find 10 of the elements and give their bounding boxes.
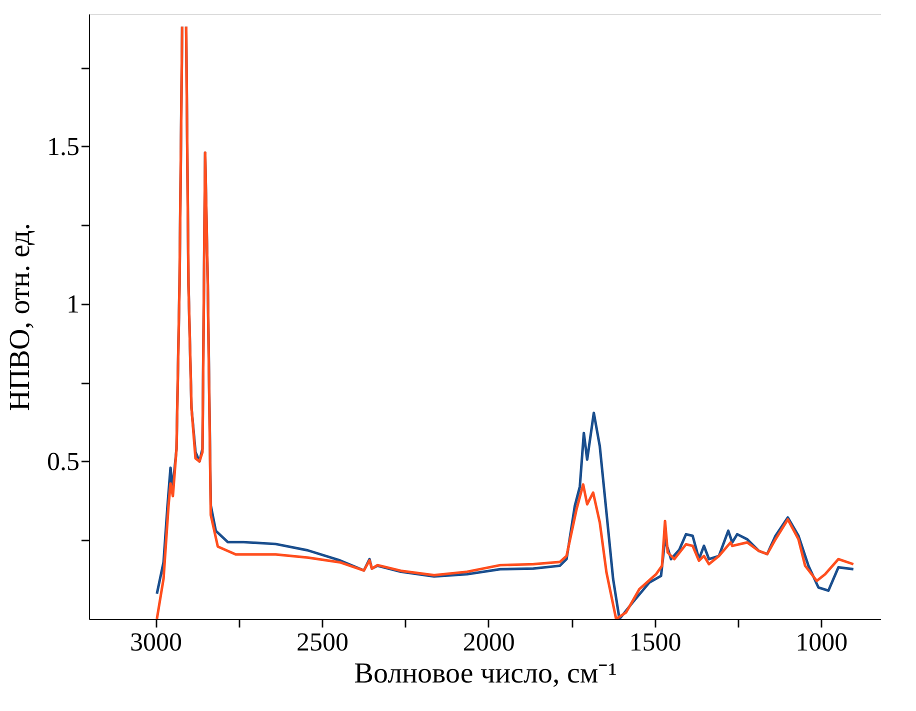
y-tick-label: 1.5: [47, 132, 80, 161]
y-tick-label: 1: [66, 289, 80, 318]
y-axis-title: НПВО, отн. ед.: [4, 223, 36, 411]
x-tick-label: 3000: [130, 628, 182, 656]
x-axis-title: Волновое число, см⁻¹: [354, 658, 617, 690]
x-tick-label: 2000: [462, 628, 515, 656]
x-tick-label: 1000: [796, 628, 848, 656]
x-tick-label: 2500: [296, 628, 348, 656]
y-tick-label: 0.5: [47, 446, 80, 476]
x-tick-label: 1500: [629, 628, 682, 656]
